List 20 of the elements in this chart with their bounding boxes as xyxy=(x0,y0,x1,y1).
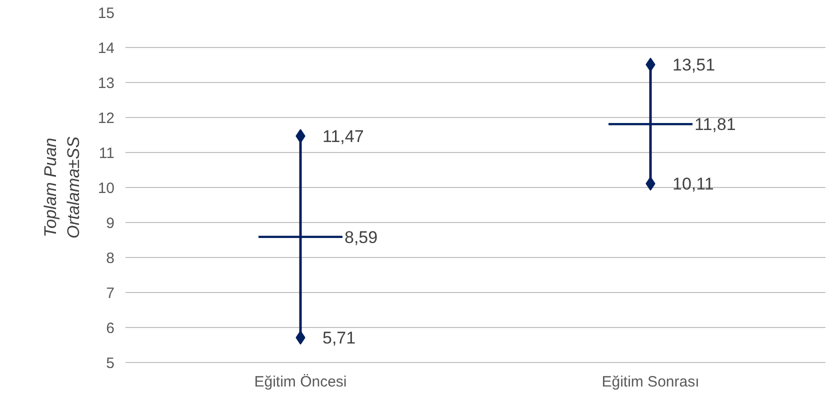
y-tick-label: 11 xyxy=(98,145,115,162)
y-axis-title: Toplam Puan Ortalama±SS xyxy=(41,136,83,238)
y-tick-label: 10 xyxy=(98,180,115,197)
y-tick-label: 8 xyxy=(106,250,114,267)
x-tick-label: Eğitim Sonrası xyxy=(602,374,700,390)
annotation: 5,71 xyxy=(322,328,356,348)
annotation: 13,51 xyxy=(672,56,716,75)
annotation: 11,47 xyxy=(322,127,364,146)
y-tick-label: 9 xyxy=(106,215,114,232)
y-tick-label: 12 xyxy=(98,110,115,127)
y-tick-label: 7 xyxy=(106,285,114,302)
y-tick-label: 6 xyxy=(106,320,114,337)
x-tick-label: Eğitim Öncesi xyxy=(254,374,347,390)
annotation: 10,11 xyxy=(672,174,714,194)
y-tick-label: 14 xyxy=(98,40,115,57)
annotation: 11,81 xyxy=(694,115,736,134)
annotation: 8,59 xyxy=(344,228,378,247)
y-tick-label: 13 xyxy=(98,75,115,92)
y-tick-label: 5 xyxy=(106,355,114,372)
y-tick-label: 15 xyxy=(98,5,115,22)
